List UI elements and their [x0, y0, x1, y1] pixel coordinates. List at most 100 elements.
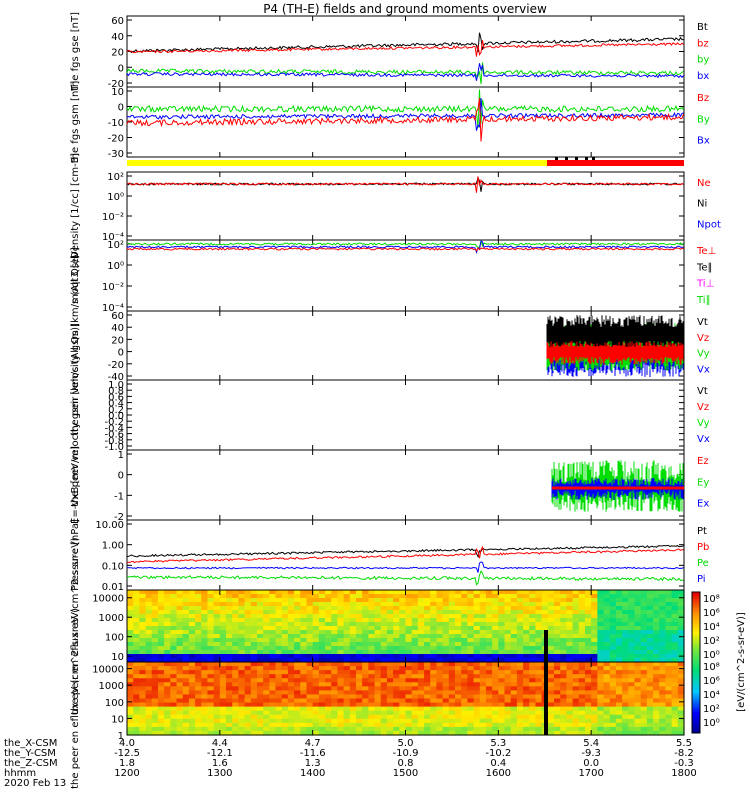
panel-9-cell	[448, 630, 456, 635]
panel-9-cell	[665, 642, 673, 647]
panel-10-cell	[170, 674, 178, 679]
panel-10-cell	[145, 726, 153, 732]
panel-10-cell	[492, 722, 499, 728]
panel-10-cell	[349, 666, 357, 671]
panel-10-cell	[461, 730, 468, 736]
panel-2-ytick-label: -30	[108, 149, 124, 160]
panel-9-cell	[485, 650, 493, 655]
panel-9-cell	[479, 606, 487, 611]
panel-10-cell	[609, 730, 617, 736]
panel-10-cell	[201, 730, 209, 736]
panel-9-cell	[560, 638, 568, 643]
panel-9-gap	[544, 630, 548, 662]
panel-9-cell	[510, 650, 518, 655]
panel-9-cell	[306, 634, 314, 639]
panel-10-cell	[157, 674, 165, 679]
panel-10-cell	[653, 682, 660, 687]
panel-9-cell	[541, 598, 549, 603]
panel-9-cell	[677, 602, 685, 607]
panel-9-cell	[355, 614, 363, 619]
panel-10-cell	[578, 730, 586, 736]
panel-9-cell	[405, 658, 413, 663]
panel-9-cell	[665, 634, 673, 639]
panel-9-cell	[151, 642, 159, 647]
panel-10-cell	[547, 662, 555, 667]
panel-10-cell	[127, 690, 134, 696]
panel-9-cell	[195, 626, 202, 631]
panel-9-cell	[362, 614, 369, 619]
panel-9-cell	[566, 650, 574, 655]
panel-10-cell	[399, 722, 407, 728]
panel-9-cell	[479, 622, 487, 627]
panel-10-cell	[609, 686, 617, 691]
panel-10-cell	[405, 722, 413, 728]
panel-9-cell	[306, 598, 314, 603]
panel-10-cell	[405, 726, 413, 732]
panel-9-ytick-label: 10000	[92, 594, 124, 605]
panel-10-cell	[343, 690, 351, 696]
panel-9-cell	[535, 630, 543, 635]
panel-10-cell	[337, 670, 345, 675]
panel-9-cell	[300, 630, 308, 635]
panel-9-cell	[127, 626, 134, 631]
panel-10-cell	[653, 666, 660, 671]
panel-9-cell	[442, 634, 450, 639]
panel-10-cell	[312, 698, 320, 704]
panel-9-cell	[306, 650, 314, 655]
panel-9-cell	[195, 658, 202, 663]
panel-8-legend-Pi: Pi	[697, 574, 706, 585]
panel-9-cell	[318, 642, 326, 647]
panel-10-cell	[275, 694, 283, 700]
panel-9-cell	[250, 654, 258, 659]
panel-10-cell	[325, 694, 332, 700]
panel-9-cell	[238, 606, 246, 611]
panel-9-cell	[164, 658, 171, 663]
panel-9-cell	[479, 614, 487, 619]
panel-10-cell	[343, 702, 351, 708]
panel-9-cell	[294, 626, 301, 631]
panel-10-cell	[622, 694, 629, 700]
panel-10-cell	[269, 674, 277, 679]
panel-9-cell	[145, 590, 153, 595]
panel-1-legend-Bt: Bt	[697, 22, 708, 33]
panel-10-cell	[473, 690, 481, 696]
panel-9-cell	[188, 598, 196, 603]
panel-10-cell	[405, 694, 413, 700]
panel-10-cell	[603, 674, 611, 679]
panel-9-cell	[232, 622, 239, 627]
panel-9-cell	[523, 610, 530, 615]
panel-10-cell	[516, 698, 524, 704]
panel-10-cell	[399, 682, 407, 687]
panel-9-cell	[640, 598, 648, 603]
panel-9-cell	[157, 610, 165, 615]
panel-9-cell	[312, 626, 320, 631]
panel-10-cell	[479, 722, 487, 728]
panel-10-cell	[244, 702, 252, 708]
panel-9-cell	[256, 654, 264, 659]
panel-9-cell	[467, 638, 475, 643]
panel-10-cell	[424, 718, 431, 724]
panel-2-ytick-label: 10	[111, 87, 124, 98]
panel-10-cell	[615, 666, 623, 671]
panel-9-cell	[547, 642, 555, 647]
panel-10-cell	[659, 670, 667, 675]
panel-10-cell	[560, 670, 568, 675]
panel-10-cell	[176, 698, 184, 704]
panel-9-cell	[127, 646, 134, 651]
panel-9-cell	[584, 594, 592, 599]
panel-9-cell	[584, 626, 592, 631]
panel-9-cell	[597, 598, 605, 603]
panel-9-cell	[399, 654, 407, 659]
panel-9-cell	[455, 626, 462, 631]
panel-9-cell	[485, 642, 493, 647]
panel-10-cell	[405, 662, 413, 667]
panel-10-cell	[646, 690, 654, 696]
panel-10-cell	[516, 706, 524, 712]
panel-9-cell	[665, 630, 673, 635]
panel-10-cell	[294, 694, 301, 700]
panel-10-cell	[560, 710, 568, 716]
panel-9-cell	[547, 630, 555, 635]
panel-10-cell	[195, 710, 202, 716]
panel-9-cell	[504, 646, 512, 651]
panel-9-cell	[572, 646, 580, 651]
